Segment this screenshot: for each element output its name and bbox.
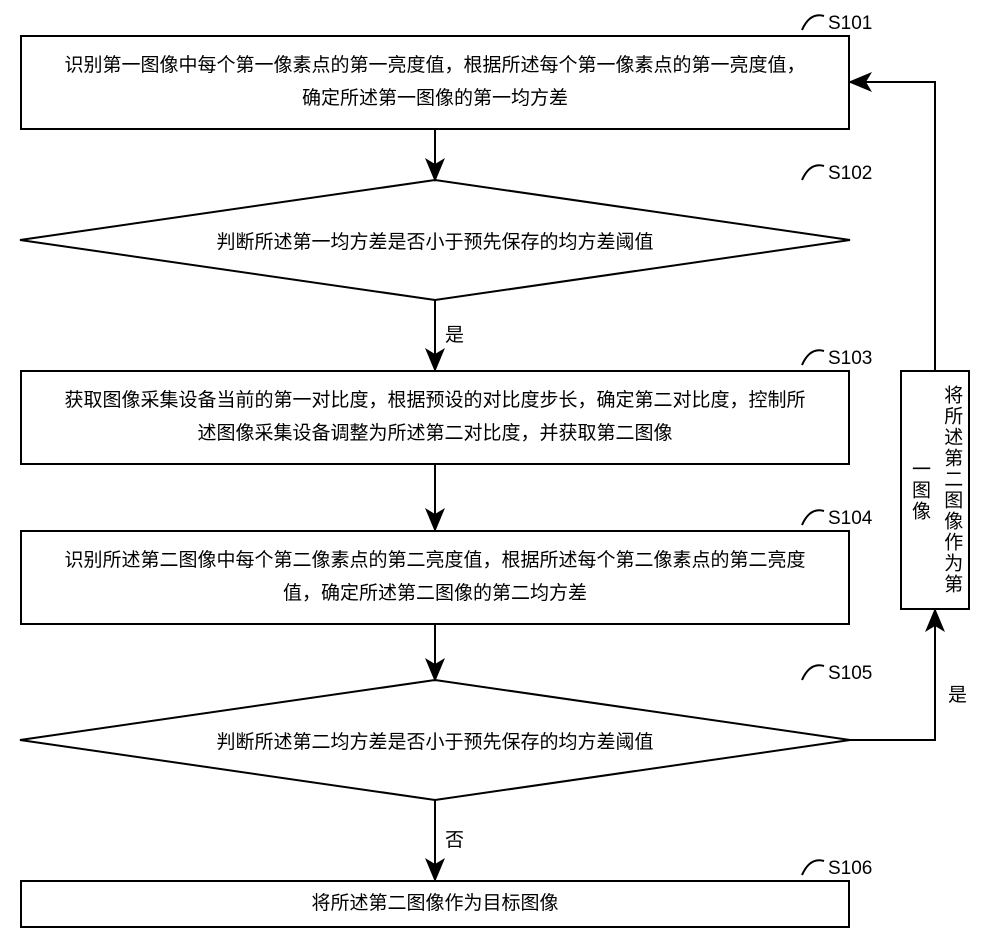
edge-label-yes-1: 是: [445, 320, 464, 347]
node-s104: 识别所述第二图像中每个第二像素点的第二亮度值，根据所述每个第二像素点的第二亮度值…: [20, 530, 850, 625]
node-s106: 将所述第二图像作为目标图像: [20, 880, 850, 928]
node-s105-text: 判断所述第二均方差是否小于预先保存的均方差阈值: [20, 680, 850, 800]
label-s103: S103: [800, 345, 872, 370]
label-s104: S104: [800, 505, 872, 530]
flow-arrows: [0, 0, 1000, 946]
node-s102-text: 判断所述第一均方差是否小于预先保存的均方差阈值: [20, 180, 850, 300]
node-s101: 识别第一图像中每个第一像素点的第一亮度值，根据所述每个第一像素点的第一亮度值，确…: [20, 35, 850, 130]
node-s101-text: 识别第一图像中每个第一像素点的第一亮度值，根据所述每个第一像素点的第一亮度值，确…: [64, 50, 805, 115]
label-s106: S106: [800, 855, 872, 880]
node-s103: 获取图像采集设备当前的第一对比度，根据预设的对比度步长，确定第二对比度，控制所述…: [20, 370, 850, 465]
node-s106-text: 将所述第二图像作为目标图像: [311, 888, 558, 920]
edge-label-no: 否: [445, 825, 464, 852]
edge-label-yes-2: 是: [948, 680, 967, 707]
node-loop-text: 将所述第二图像作为第一图像: [903, 382, 968, 598]
node-s104-text: 识别所述第二图像中每个第二像素点的第二亮度值，根据所述每个第二像素点的第二亮度值…: [64, 545, 805, 610]
label-s102: S102: [800, 160, 872, 185]
node-loop: 将所述第二图像作为第一图像: [900, 370, 970, 610]
label-s101: S101: [800, 10, 872, 35]
label-s105: S105: [800, 660, 872, 685]
node-s103-text: 获取图像采集设备当前的第一对比度，根据预设的对比度步长，确定第二对比度，控制所述…: [64, 385, 805, 450]
